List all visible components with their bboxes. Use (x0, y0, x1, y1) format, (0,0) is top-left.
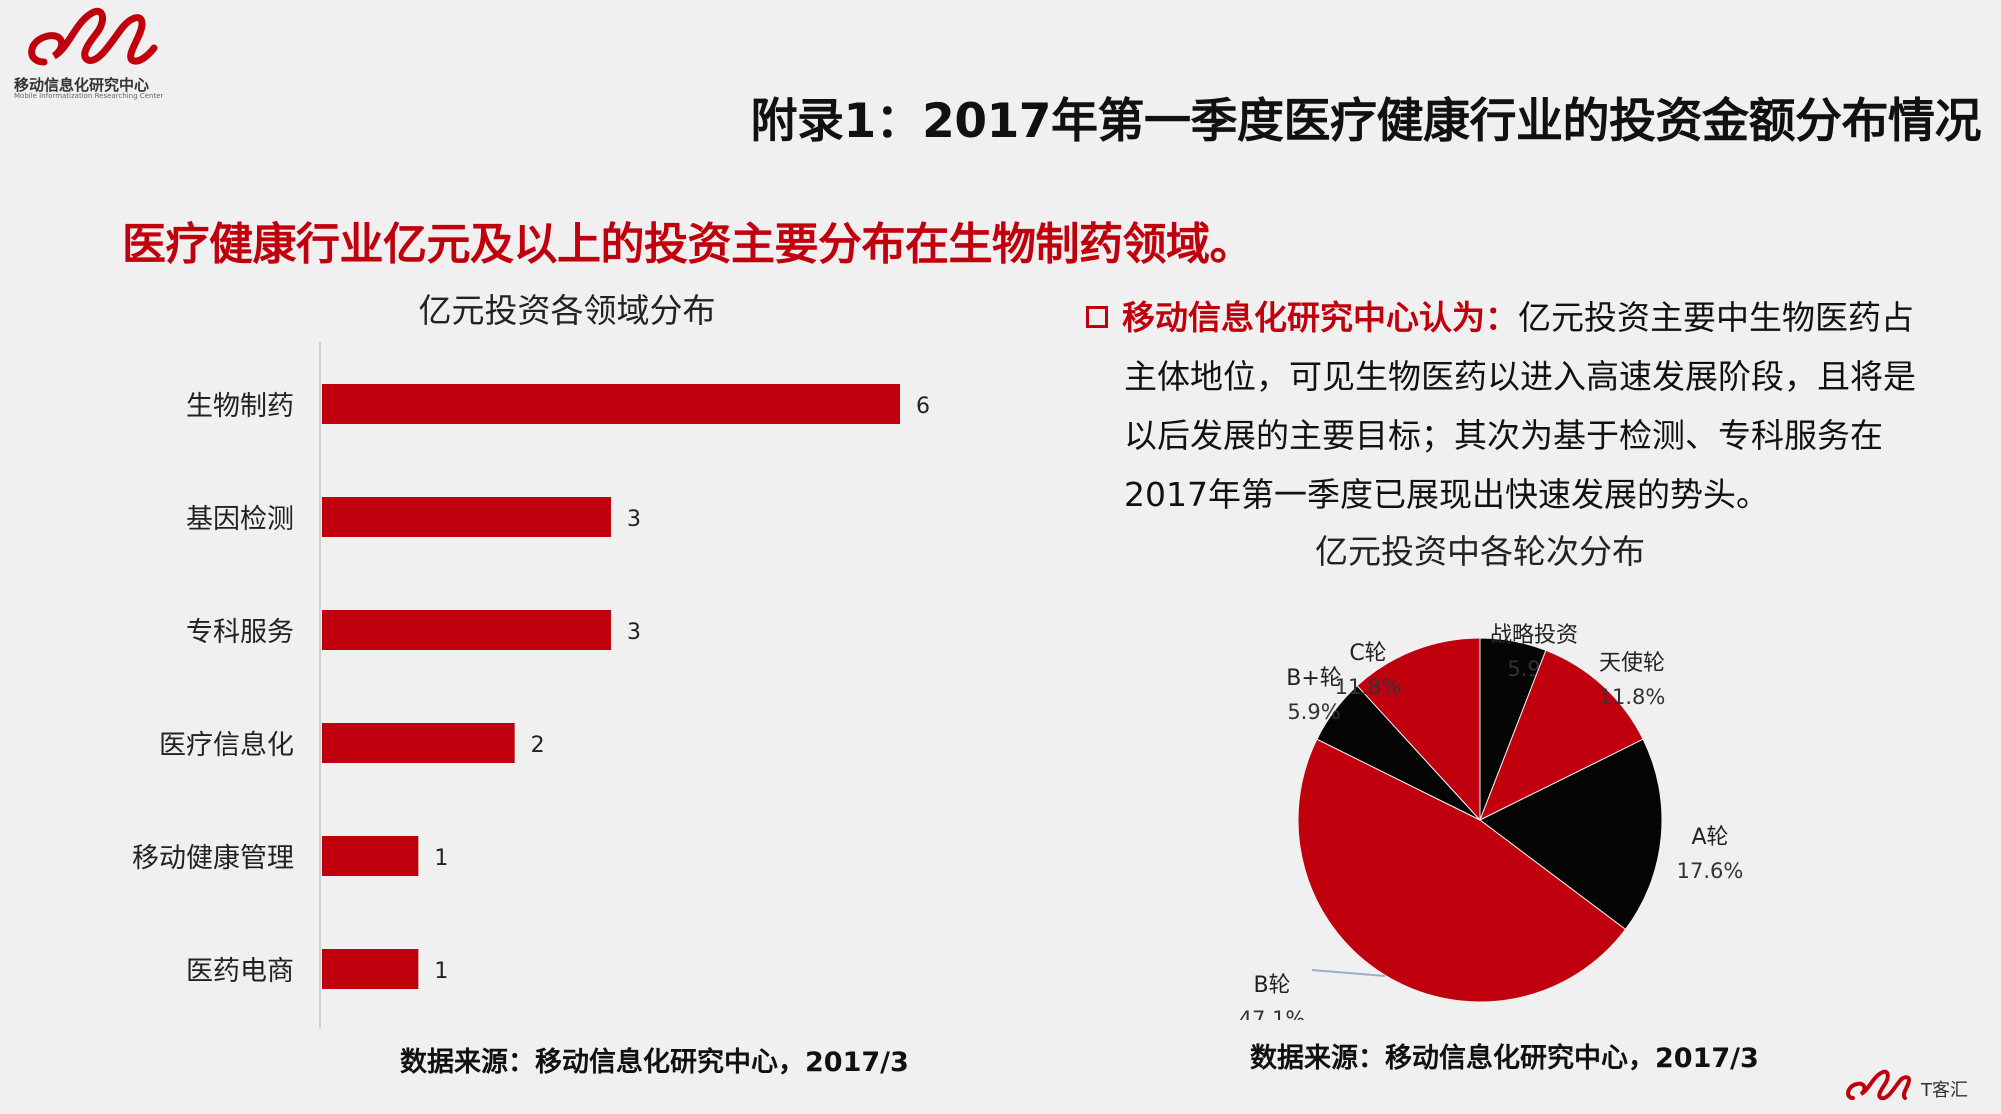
bar-value-label: 1 (434, 959, 448, 984)
headline: 医疗健康行业亿元及以上的投资主要分布在生物制药领域。 (122, 219, 1254, 270)
bar-value-label: 3 (627, 620, 641, 645)
source-note-left: 数据来源：移动信息化研究中心，2017/3 (400, 1047, 909, 1078)
bar-value-label: 2 (531, 733, 545, 758)
pie-slice (1479, 738, 1663, 931)
bar-value-label: 6 (916, 394, 930, 419)
pie-slice-label: B+轮 (1286, 666, 1342, 691)
corner-logo-text: T客汇 (1920, 1080, 1968, 1101)
pie-slice-label: 战略投资 (1490, 623, 1578, 648)
pie-slice-percent: 11.8% (1335, 675, 1402, 699)
bar-category-label: 生物制药 (186, 391, 294, 422)
bar-value-label: 3 (627, 507, 641, 532)
pie-chart-title: 亿元投资中各轮次分布 (1315, 532, 1645, 571)
comment-line-4: 2017年第一季度已展现出快速发展的势头。 (1124, 475, 1769, 514)
pie-slice-label: C轮 (1349, 641, 1386, 666)
bullet-square-icon (1086, 305, 1108, 328)
brand-logo-icon (28, 7, 158, 66)
bar-chart: 亿元投资各领域分布 生物制药 6 基因检测 3 专科服务 3 医疗信息化 2 移动健康管理 1 医药… (132, 291, 930, 1028)
bar (322, 836, 419, 876)
bar-category-label: 医疗信息化 (159, 730, 294, 761)
bar (322, 949, 419, 989)
analyst-comment: 移动信息化研究中心认为：亿元投资主要中生物医药占 主体地位，可见生物医药以进入高… (1086, 288, 1966, 524)
comment-lead: 移动信息化研究中心认为： (1122, 298, 1518, 337)
pie-slice (1297, 738, 1627, 1003)
corner-logo-icon: T客汇 (1846, 1069, 1968, 1101)
bar-category-label: 医药电商 (186, 956, 294, 987)
pie-slice (1479, 649, 1644, 822)
pie-slice-percent: 47.1% (1239, 1007, 1306, 1020)
logo-text-cn: 移动信息化研究中心 (14, 76, 150, 94)
bar (322, 497, 611, 537)
comment-line-3: 以后发展的主要目标；其次为基于检测、专科服务在 (1124, 416, 1883, 455)
pie-slice (1356, 637, 1481, 822)
bar-category-label: 基因检测 (186, 504, 294, 535)
bar (322, 610, 611, 650)
bar (322, 384, 900, 424)
bar-category-label: 移动健康管理 (132, 843, 294, 874)
bar-value-label: 1 (434, 846, 448, 871)
pie-slice-percent: 5.9% (1287, 700, 1340, 724)
bar-chart-title: 亿元投资各领域分布 (419, 291, 716, 330)
bar-category-label: 专科服务 (186, 617, 294, 648)
bar (322, 723, 515, 763)
comment-line-2: 主体地位，可见生物医药以进入高速发展阶段，且将是 (1124, 357, 1916, 396)
source-note-right: 数据来源：移动信息化研究中心，2017/3 (1250, 1043, 1759, 1074)
pie-slice-label: 天使轮 (1599, 651, 1665, 676)
pie-slice-percent: 17.6% (1677, 859, 1744, 883)
comment-line-1: 亿元投资主要中生物医药占 (1518, 298, 1914, 337)
pie-slice-label: B轮 (1253, 973, 1290, 998)
page-title: 附录1：2017年第一季度医疗健康行业的投资金额分布情况 (750, 94, 1981, 149)
pie-slice-label: A轮 (1691, 825, 1728, 850)
pie-leader-line (1311, 969, 1386, 977)
pie-slice-percent: 11.8% (1599, 685, 1666, 709)
logo-text-en: Mobile Informatization Researching Cente… (14, 92, 164, 100)
